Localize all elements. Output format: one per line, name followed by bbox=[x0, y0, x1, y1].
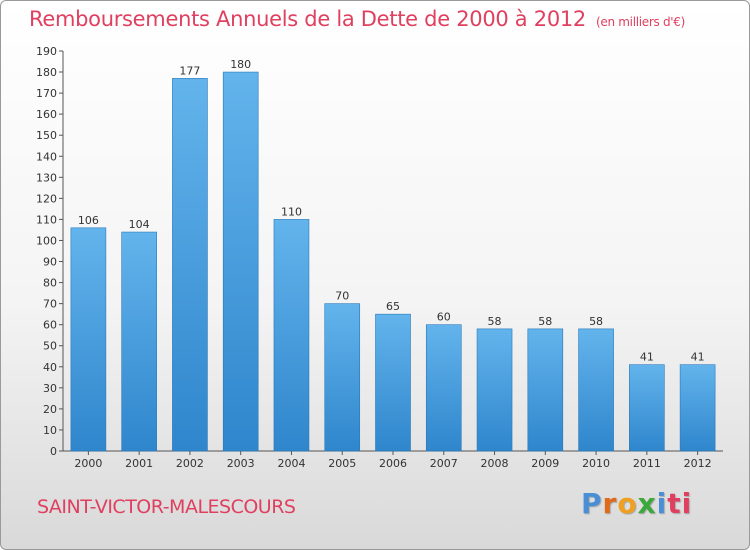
bar-value-label: 65 bbox=[386, 300, 400, 313]
x-tick-label: 2005 bbox=[328, 457, 356, 470]
x-tick-label: 2009 bbox=[531, 457, 559, 470]
y-axis: 0 10 20 30 40 50 60 70 80 90 100 110 120 130 140 150 160… bbox=[36, 45, 64, 458]
x-tick-label: 2000 bbox=[74, 457, 102, 470]
brand-letter: x bbox=[637, 487, 657, 520]
bar-2010 bbox=[578, 328, 614, 452]
bar-value-label: 104 bbox=[129, 218, 150, 231]
bar-value-label: 180 bbox=[230, 58, 251, 71]
bar-value-label: 60 bbox=[437, 311, 451, 324]
y-tick-label: 140 bbox=[36, 150, 57, 163]
x-tick-label: 2010 bbox=[582, 457, 610, 470]
x-tick-label: 2011 bbox=[633, 457, 661, 470]
chart-title: Remboursements Annuels de la Dette de 20… bbox=[29, 7, 685, 31]
chart-title-text: Remboursements Annuels de la Dette de 20… bbox=[29, 7, 586, 31]
y-tick-label: 50 bbox=[43, 340, 57, 353]
x-tick-label: 2006 bbox=[379, 457, 407, 470]
bar-2001 bbox=[121, 231, 157, 452]
x-tick-label: 2002 bbox=[176, 457, 204, 470]
y-tick-label: 190 bbox=[36, 45, 57, 58]
y-tick-label: 30 bbox=[43, 382, 57, 395]
x-tick-label: 2003 bbox=[227, 457, 255, 470]
y-tick-label: 20 bbox=[43, 403, 57, 416]
bars: 106 104 177 180 110 70 65 60 58 58 58 41 41 bbox=[70, 58, 716, 452]
bar-2011 bbox=[629, 364, 665, 452]
bar-2000 bbox=[70, 227, 107, 452]
x-tick-label: 2008 bbox=[481, 457, 509, 470]
brand-letter: i bbox=[656, 487, 668, 520]
bar-2009 bbox=[527, 328, 564, 452]
bar-value-label: 70 bbox=[335, 290, 349, 303]
y-tick-label: 170 bbox=[36, 87, 57, 100]
bar-2006 bbox=[375, 313, 411, 452]
y-tick-label: 120 bbox=[36, 192, 57, 205]
bar-2008 bbox=[476, 328, 513, 452]
bar-value-label: 58 bbox=[538, 315, 552, 328]
bar-value-label: 106 bbox=[78, 214, 99, 227]
y-tick-label: 60 bbox=[43, 319, 57, 332]
bar-value-label: 41 bbox=[691, 351, 705, 364]
bar-value-label: 177 bbox=[179, 64, 200, 77]
chart-unit: (en milliers d'€) bbox=[596, 15, 686, 29]
y-tick-label: 110 bbox=[36, 213, 57, 226]
y-tick-label: 80 bbox=[43, 277, 57, 290]
bar-value-label: 110 bbox=[281, 205, 302, 218]
brand-letter: o bbox=[617, 487, 638, 520]
x-tick-label: 2012 bbox=[684, 457, 712, 470]
y-tick-label: 0 bbox=[50, 445, 57, 458]
bar-2004 bbox=[273, 219, 310, 452]
x-tick-label: 2001 bbox=[125, 457, 153, 470]
proxiti-logo[interactable]: Proxiti bbox=[581, 487, 692, 520]
y-tick-label: 90 bbox=[43, 256, 57, 269]
x-axis: 2000 2001 2002 2003 2004 2005 2006 2007 2008 2009… bbox=[63, 450, 723, 470]
y-tick-label: 40 bbox=[43, 361, 57, 374]
y-tick-label: 10 bbox=[43, 424, 57, 437]
bar-2002 bbox=[172, 78, 208, 452]
bar-2005 bbox=[324, 303, 361, 452]
bar-2007 bbox=[425, 324, 462, 452]
y-tick-label: 100 bbox=[36, 234, 57, 247]
bar-value-label: 41 bbox=[640, 351, 654, 364]
x-tick-label: 2004 bbox=[277, 457, 305, 470]
y-tick-label: 70 bbox=[43, 298, 57, 311]
y-tick-label: 160 bbox=[36, 108, 57, 121]
brand-letter: ti bbox=[667, 487, 693, 520]
bar-2012 bbox=[679, 364, 716, 452]
commune-name: SAINT-VICTOR-MALESCOURS bbox=[37, 496, 296, 518]
bar-2003 bbox=[222, 71, 259, 452]
y-tick-label: 150 bbox=[36, 129, 57, 142]
bar-value-label: 58 bbox=[589, 315, 603, 328]
brand-letter: r bbox=[602, 487, 618, 520]
bar-value-label: 58 bbox=[488, 315, 502, 328]
brand-letter: P bbox=[581, 487, 603, 520]
y-tick-label: 130 bbox=[36, 171, 57, 184]
x-tick-label: 2007 bbox=[430, 457, 458, 470]
y-tick-label: 180 bbox=[36, 66, 57, 79]
